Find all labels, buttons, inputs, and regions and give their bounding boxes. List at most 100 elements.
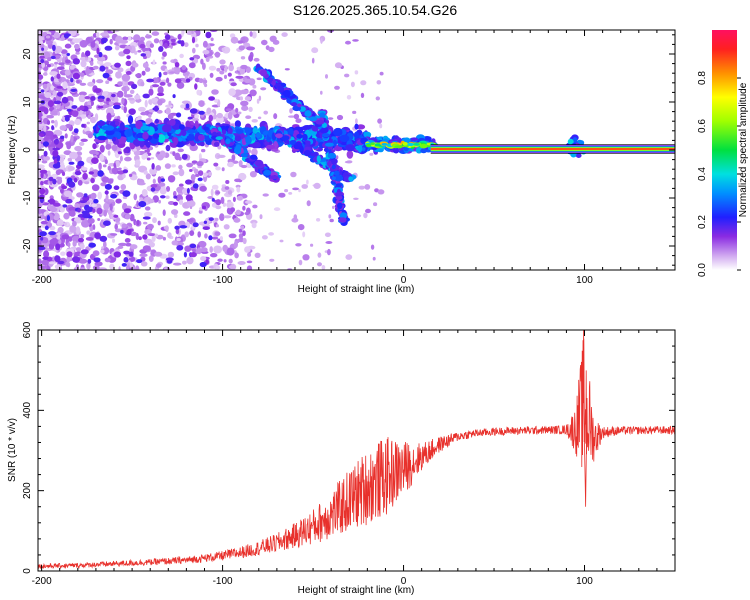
noise-blob: [57, 260, 65, 265]
noise-blob: [52, 150, 59, 157]
noise-blob: [91, 157, 99, 164]
noise-blob: [80, 138, 88, 142]
noise-blob: [42, 31, 48, 36]
noise-blob: [52, 147, 61, 151]
noise-blob: [165, 186, 171, 192]
streak-blob: [327, 152, 337, 159]
noise-blob: [134, 159, 141, 166]
noise-blob: [189, 108, 198, 114]
noise-blob: [148, 88, 154, 96]
noise-blob: [38, 141, 42, 148]
streak-blob: [327, 160, 332, 167]
streak-blob: [316, 155, 321, 163]
noise-blob: [44, 92, 52, 98]
cluster-core-blob: [370, 142, 375, 146]
noise-blob: [151, 97, 159, 103]
noise-blob: [149, 43, 154, 48]
noise-blob: [121, 73, 131, 82]
noise-blob: [63, 190, 73, 197]
noise-blob: [273, 113, 278, 120]
noise-blob: [106, 97, 110, 102]
noise-blob: [113, 185, 120, 190]
noise-blob: [288, 115, 296, 118]
noise-blob: [167, 251, 175, 258]
noise-blob: [40, 237, 44, 241]
noise-blob: [208, 235, 213, 241]
noise-blob: [181, 65, 187, 71]
noise-blob: [215, 205, 222, 210]
noise-blob: [72, 220, 77, 227]
noise-blob: [100, 182, 107, 187]
noise-blob: [87, 133, 93, 139]
noise-blob: [64, 43, 72, 49]
cluster-core-blob: [413, 143, 420, 146]
noise-blob: [43, 51, 51, 60]
noise-blob: [335, 155, 339, 160]
noise-blob: [146, 33, 149, 37]
noise-blob: [215, 265, 220, 270]
noise-blob: [298, 189, 301, 193]
noise-blob: [91, 184, 100, 192]
noise-blob: [142, 234, 148, 240]
noise-blob: [379, 71, 384, 76]
branch-blob: [288, 127, 294, 137]
noise-blob: [217, 154, 226, 158]
noise-blob: [163, 71, 168, 76]
noise-blob: [46, 215, 51, 222]
noise-blob: [231, 154, 236, 162]
branch-blob: [234, 135, 242, 142]
noise-blob: [44, 60, 49, 66]
noise-blob: [176, 238, 181, 242]
noise-blob: [74, 145, 83, 152]
noise-blob: [85, 57, 88, 61]
colorbar: 0.0 0.2 0.4 0.6 0.8 Normalized spectral ampl…: [697, 30, 749, 277]
noise-blob: [334, 62, 343, 69]
noise-blob: [159, 81, 166, 86]
noise-blob: [94, 88, 102, 94]
noise-blob: [112, 238, 115, 243]
noise-blob: [185, 194, 193, 201]
noise-blob: [141, 70, 146, 76]
noise-blob: [191, 30, 194, 35]
noise-blob: [226, 247, 235, 256]
noise-blob: [167, 82, 172, 87]
noise-blob: [216, 112, 223, 119]
branch-blob: [169, 118, 176, 126]
noise-blob: [249, 171, 257, 178]
noise-blob: [154, 105, 159, 112]
snr-xtick-label: 0: [401, 576, 407, 587]
branch-blob: [245, 135, 252, 145]
branch-blob: [139, 139, 145, 148]
noise-blob: [48, 231, 56, 236]
branch-blob: [234, 120, 241, 128]
noise-blob: [79, 82, 87, 86]
noise-blob: [180, 40, 185, 47]
noise-blob: [103, 209, 107, 217]
noise-blob: [79, 243, 85, 250]
noise-blob: [249, 31, 253, 37]
noise-blob: [244, 96, 252, 101]
noise-blob: [133, 150, 141, 156]
snr-series: [38, 330, 675, 570]
noise-blob: [73, 128, 79, 134]
noise-blob: [90, 41, 96, 48]
noise-blob: [158, 71, 162, 78]
noise-blob: [256, 98, 260, 104]
noise-blob: [86, 262, 91, 270]
snr-frame: [38, 330, 675, 571]
noise-blob: [329, 218, 334, 223]
noise-blob: [61, 234, 70, 240]
noise-blob: [163, 225, 169, 230]
noise-blob: [352, 110, 357, 114]
noise-blob: [48, 198, 56, 205]
noise-blob: [209, 246, 213, 253]
branch-blob: [235, 128, 244, 134]
noise-blob: [119, 39, 129, 44]
noise-blob: [162, 51, 167, 57]
noise-blob: [268, 46, 275, 53]
noise-blob: [44, 130, 54, 138]
carrier-line-band: [430, 148, 675, 150]
noise-blob: [223, 259, 227, 263]
noise-blob: [175, 228, 180, 235]
branch-blob: [356, 124, 366, 130]
